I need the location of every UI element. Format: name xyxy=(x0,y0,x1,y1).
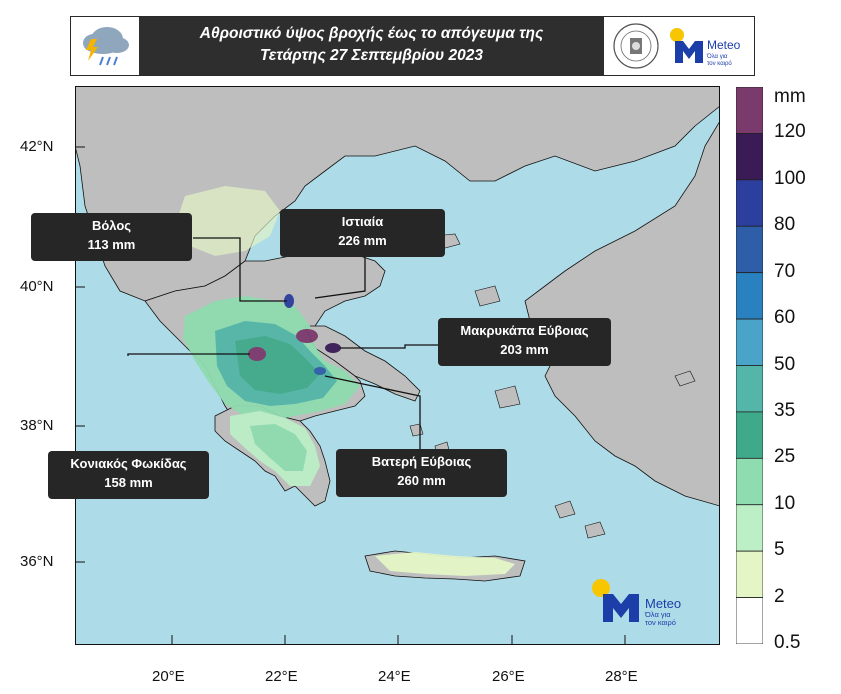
island-dodecanese-1 xyxy=(554,500,576,519)
station-label-koniakos: Κονιακός Φωκίδας 158 mm xyxy=(48,451,209,499)
lon-label: 28°E xyxy=(605,668,638,685)
colorbar-level-label: 120 xyxy=(774,121,806,143)
header-banner: Αθροιστικό ύψος βροχής έως το απόγευμα τ… xyxy=(70,16,755,76)
colorbar-level-label: 10 xyxy=(774,492,796,514)
station-value: 158 mm xyxy=(104,475,153,490)
station-value: 226 mm xyxy=(338,233,387,248)
observatory-seal-icon xyxy=(613,23,659,69)
colorbar-unit: mm xyxy=(774,86,806,107)
rainfall-map: Meteo Όλα για τον καιρό xyxy=(75,86,720,645)
colorbar-swatch xyxy=(735,597,764,645)
station-name: Βατερή Εύβοιας xyxy=(371,454,472,469)
lat-label: 42°N xyxy=(20,138,54,155)
colorbar-level-label: 5 xyxy=(774,539,785,561)
station-value: 260 mm xyxy=(397,473,446,488)
colorbar-swatch xyxy=(735,179,764,227)
lon-label: 24°E xyxy=(378,668,411,685)
colorbar-level-label: 80 xyxy=(774,214,796,236)
colorbar-swatch xyxy=(735,318,764,366)
meteo-map-tagline-2: τον καιρό xyxy=(645,618,676,627)
meteo-header-logo: Meteo Όλα για τον καιρό xyxy=(670,28,741,67)
rain-peak-makrykapa xyxy=(325,343,341,353)
colorbar-level-label: 35 xyxy=(774,399,796,421)
title-line-2: Τετάρτης 27 Σεπτεμβρίου 2023 xyxy=(260,47,483,64)
station-name: Κονιακός Φωκίδας xyxy=(70,456,187,471)
meteo-map-logo: Meteo Όλα για τον καιρό xyxy=(592,579,681,627)
colorbar-swatch xyxy=(735,365,764,413)
colorbar-level-label: 2 xyxy=(774,585,785,607)
colorbar-swatch xyxy=(735,272,764,320)
map-frame xyxy=(75,86,720,645)
island-dodecanese-2 xyxy=(584,521,606,539)
lon-label: 20°E xyxy=(152,668,185,685)
rain-peak-vateri xyxy=(314,367,326,375)
colorbar-level-label: 100 xyxy=(774,167,806,189)
meteo-header-brand: Meteo xyxy=(707,38,741,52)
chios-island xyxy=(494,385,521,409)
lat-label: 38°N xyxy=(20,417,54,434)
colorbar-swatches xyxy=(735,86,764,645)
colorbar-swatch xyxy=(735,457,764,506)
meteo-map-brand: Meteo xyxy=(645,596,681,611)
colorbar-swatch xyxy=(735,504,764,552)
lon-label: 26°E xyxy=(492,668,525,685)
colorbar-swatch xyxy=(735,86,764,134)
leader-lines xyxy=(127,237,438,451)
page-title: Αθροιστικό ύψος βροχής έως το απόγευμα τ… xyxy=(139,17,604,75)
meteo-header-tagline-1: Όλα για xyxy=(706,54,728,60)
colorbar-level-label: 60 xyxy=(774,307,796,329)
colorbar-level-label: 70 xyxy=(774,260,796,282)
lat-label: 36°N xyxy=(20,553,54,570)
station-label-vateri: Βατερή Εύβοιας 260 mm xyxy=(336,449,507,497)
colorbar-swatch xyxy=(735,411,764,459)
colorbar-level-label: 25 xyxy=(774,446,796,468)
island-east-1 xyxy=(674,370,696,387)
rain-peak-koniakos xyxy=(248,347,266,361)
station-label-makrykapa: Μακρυκάπα Εύβοιας 203 mm xyxy=(438,318,611,366)
colorbar xyxy=(735,86,764,645)
lemnos-island xyxy=(474,285,501,307)
rain-peak-volos xyxy=(284,294,294,308)
lon-label: 22°E xyxy=(265,668,298,685)
title-line-1: Αθροιστικό ύψος βροχής έως το απόγευμα τ… xyxy=(199,25,544,42)
station-value: 113 mm xyxy=(87,237,136,252)
graticule-ticks xyxy=(75,146,626,645)
colorbar-level-label: 50 xyxy=(774,353,796,375)
colorbar-level-label: 0.5 xyxy=(774,632,801,653)
colorbar-swatch xyxy=(735,550,764,598)
station-label-volos: Βόλος 113 mm xyxy=(31,213,192,261)
meteo-header-tagline-2: τον καιρό xyxy=(707,60,732,67)
rain-peak-istiaia xyxy=(296,329,318,343)
rain-cloud-icon xyxy=(77,21,133,71)
station-name: Μακρυκάπα Εύβοιας xyxy=(460,323,589,338)
station-label-istiaia: Ιστιαία 226 mm xyxy=(280,209,445,257)
colorbar-swatch xyxy=(735,133,764,181)
station-name: Ιστιαία xyxy=(341,214,384,229)
station-value: 203 mm xyxy=(500,342,549,357)
meteo-map-tagline-1: Όλα για xyxy=(644,610,671,619)
colorbar-swatch xyxy=(735,225,764,274)
station-name: Βόλος xyxy=(91,218,132,233)
lat-label: 40°N xyxy=(20,278,54,295)
